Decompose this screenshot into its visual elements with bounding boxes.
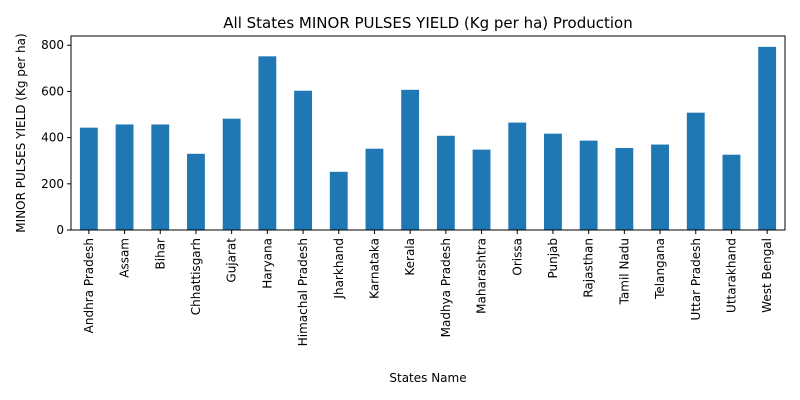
x-axis-label: States Name (389, 371, 466, 385)
bar (187, 153, 205, 230)
bar (258, 56, 277, 231)
bar (115, 124, 134, 230)
bar (579, 140, 598, 230)
x-tick-label: Uttarakhand (724, 238, 738, 313)
x-tick-label: Maharashtra (475, 238, 489, 314)
x-tick-label: Gujarat (225, 238, 239, 283)
x-tick-label: Telangana (653, 238, 667, 300)
x-tick-label: Andhra Pradesh (82, 238, 96, 333)
x-tick-label: Orissa (510, 238, 524, 276)
bar (615, 148, 634, 230)
bar (651, 144, 669, 230)
bar (472, 149, 491, 230)
x-tick-label: Karnataka (367, 238, 381, 299)
bar (365, 148, 384, 230)
x-tick-label: Punjab (546, 238, 560, 279)
bar (436, 135, 455, 230)
bar (79, 127, 98, 230)
chart-title: All States MINOR PULSES YIELD (Kg per ha… (223, 14, 632, 32)
x-tick-label: Bihar (153, 238, 167, 270)
plot-frame (70, 35, 786, 231)
x-tick-label: Kerala (403, 238, 417, 276)
y-tick-label: 600 (41, 84, 64, 98)
x-tick-label: Jharkhand (332, 238, 346, 300)
bar (151, 124, 170, 230)
bars-group (79, 46, 777, 231)
y-ticks-group: 0 200 400 600 800 (41, 38, 71, 237)
y-tick-label: 0 (56, 223, 64, 237)
bar (722, 154, 741, 230)
x-tick-label: Haryana (260, 238, 274, 289)
x-tick-label: Himachal Pradesh (296, 238, 310, 346)
x-ticks-group: Andhra Pradesh Assam Bihar Chhattisgarh Guja… (82, 230, 774, 346)
bar (508, 122, 527, 230)
x-tick-label: Madhya Pradesh (439, 238, 453, 337)
y-axis-label: MINOR PULSES YIELD (Kg per ha) (14, 33, 28, 232)
x-tick-label: Assam (118, 238, 132, 278)
bar (686, 112, 705, 230)
x-tick-label: West Bengal (760, 238, 774, 313)
x-tick-label: Chhattisgarh (189, 238, 203, 315)
x-tick-label: Tamil Nadu (617, 238, 631, 305)
bar (222, 118, 241, 230)
y-tick-label: 800 (41, 38, 64, 52)
bar (544, 133, 562, 230)
x-tick-label: Rajasthan (582, 238, 596, 298)
y-tick-label: 400 (41, 131, 64, 145)
bar (294, 90, 312, 230)
x-tick-label: Uttar Pradesh (689, 238, 703, 320)
y-tick-label: 200 (41, 177, 64, 191)
bar (329, 171, 348, 230)
bar (758, 46, 777, 230)
bar (401, 89, 420, 230)
